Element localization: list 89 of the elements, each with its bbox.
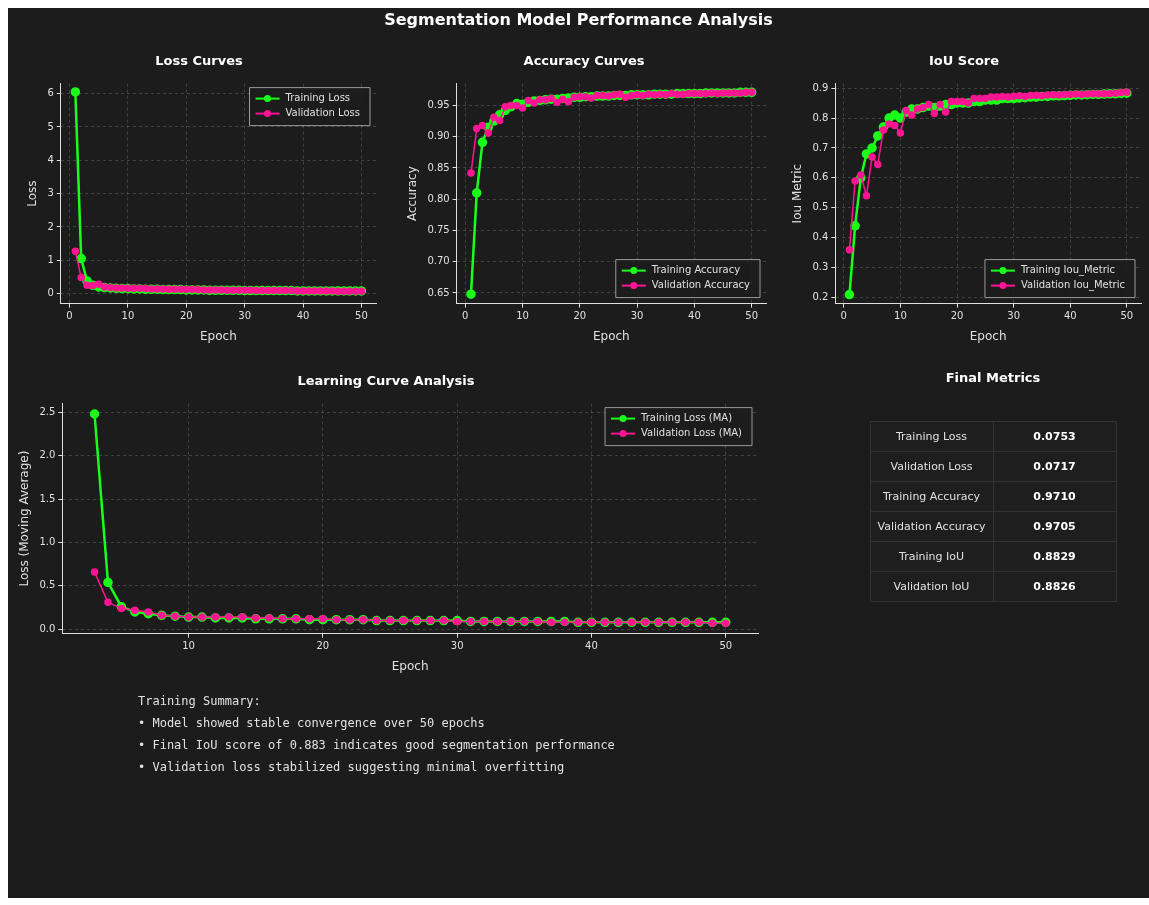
y-tick-label: 4: [47, 153, 54, 165]
y-tick-label: 0.6: [812, 171, 829, 183]
y-tick-label: 0.8: [812, 111, 829, 123]
y-tick-label: 0.95: [427, 99, 450, 111]
y-tick-label: 0.4: [812, 231, 829, 243]
chart-title: Accuracy Curves: [523, 53, 645, 69]
text: • Validation loss stabilized suggesting minimal overfitting: [138, 760, 566, 774]
y-axis-title: Iou Metric: [790, 163, 805, 224]
y-tick-label: 2.5: [39, 405, 56, 417]
x-tick-label: 30: [1007, 310, 1020, 322]
category-label: Validation Loss: [870, 451, 993, 482]
x-tick-label: 20: [573, 310, 587, 322]
text: • Final IoU score of 0.883 indicates good segmentation performance: [138, 738, 615, 752]
legend-label: Validation Loss: [285, 107, 361, 119]
y-tick-label: 5: [47, 120, 54, 132]
x-tick-label: 10: [121, 310, 135, 322]
category-label: Validation Accuracy: [870, 511, 993, 542]
y-tick-label: 0.9: [812, 81, 829, 93]
text: 0.8829: [1033, 550, 1076, 563]
y-tick-label: 1: [47, 253, 54, 265]
y-tick-label: 0.80: [427, 192, 450, 204]
x-tick-label: 10: [182, 640, 195, 652]
text: Final Metrics: [944, 370, 1042, 385]
y-axis-title: Accuracy: [405, 166, 420, 221]
x-tick-label: 30: [238, 310, 252, 322]
y-tick-label: 1.5: [39, 492, 56, 504]
y-tick-label: 0.70: [427, 255, 450, 267]
y-tick-label: 0.75: [427, 224, 450, 236]
y-tick-label: 0.2: [812, 291, 829, 303]
y-tick-label: 2: [47, 220, 54, 232]
y-axis-title: Loss: [25, 180, 40, 207]
x-axis-title: Epoch: [969, 328, 1007, 343]
x-axis-title: Epoch: [391, 658, 429, 673]
y-tick-label: 0.90: [427, 130, 450, 142]
y-tick-label: 0.5: [812, 201, 829, 213]
y-axis-title: Loss (Moving Average): [17, 450, 32, 587]
y-tick-label: 2.0: [39, 449, 56, 461]
y-tick-label: 3: [47, 187, 54, 199]
legend-label: Validation Iou_Metric: [1020, 279, 1126, 292]
y-tick-label: 6: [47, 87, 54, 99]
y-tick-label: 0.0: [39, 622, 56, 634]
text: 0.0753: [1033, 430, 1076, 443]
legend-label: Validation Accuracy: [651, 279, 751, 291]
y-tick-label: 0: [47, 287, 54, 299]
x-axis-title: Epoch: [592, 328, 630, 343]
x-tick-label: 30: [450, 640, 464, 652]
y-tick-label: 0.5: [39, 579, 56, 591]
x-tick-label: 10: [894, 310, 907, 322]
x-axis-title: Epoch: [200, 328, 237, 343]
legend-label: Training Loss: [284, 92, 351, 104]
y-tick-label: 0.3: [812, 261, 829, 273]
text: 0.0717: [1033, 460, 1076, 473]
category-label: Validation IoU: [870, 571, 993, 602]
text: 0.9710: [1033, 490, 1076, 503]
text: 0.9705: [1033, 520, 1076, 533]
legend-label: Validation Loss (MA): [641, 427, 743, 439]
category-label: Training Accuracy: [870, 481, 993, 512]
x-tick-label: 0: [66, 310, 73, 322]
y-tick-label: 0.7: [812, 141, 829, 153]
chart-title: Learning Curve Analysis: [297, 373, 475, 389]
chart-title: IoU Score: [928, 53, 1000, 69]
x-tick-label: 20: [950, 310, 964, 322]
text: Training Summary:: [138, 694, 262, 708]
x-tick-label: 50: [1120, 310, 1134, 322]
x-tick-label: 50: [355, 310, 368, 322]
x-tick-label: 50: [745, 310, 759, 322]
y-tick-label: 0.85: [427, 161, 450, 173]
text: Segmentation Model Performance Analysis: [383, 10, 774, 29]
text: • Model showed stable convergence over 50 epochs: [138, 716, 486, 730]
x-tick-label: 30: [630, 310, 644, 322]
legend-label: Training Loss (MA): [640, 412, 733, 424]
y-tick-label: 1.0: [39, 536, 56, 548]
legend-label: Training Accuracy: [650, 264, 741, 276]
x-tick-label: 20: [179, 310, 193, 322]
category-label: Training Loss: [870, 421, 993, 452]
text: 0.8826: [1033, 580, 1076, 593]
x-tick-label: 0: [462, 310, 469, 322]
x-tick-label: 40: [296, 310, 310, 322]
x-tick-label: 20: [316, 640, 330, 652]
x-tick-label: 40: [585, 640, 598, 652]
x-tick-label: 0: [840, 310, 847, 322]
legend-label: Training Iou_Metric: [1019, 264, 1116, 277]
category-label: Training IoU: [870, 541, 993, 572]
x-tick-label: 10: [516, 310, 529, 322]
x-tick-label: 40: [1063, 310, 1077, 322]
x-tick-label: 40: [688, 310, 701, 322]
y-tick-label: 0.65: [427, 286, 450, 298]
chart-title: Loss Curves: [155, 53, 243, 69]
x-tick-label: 50: [719, 640, 733, 652]
